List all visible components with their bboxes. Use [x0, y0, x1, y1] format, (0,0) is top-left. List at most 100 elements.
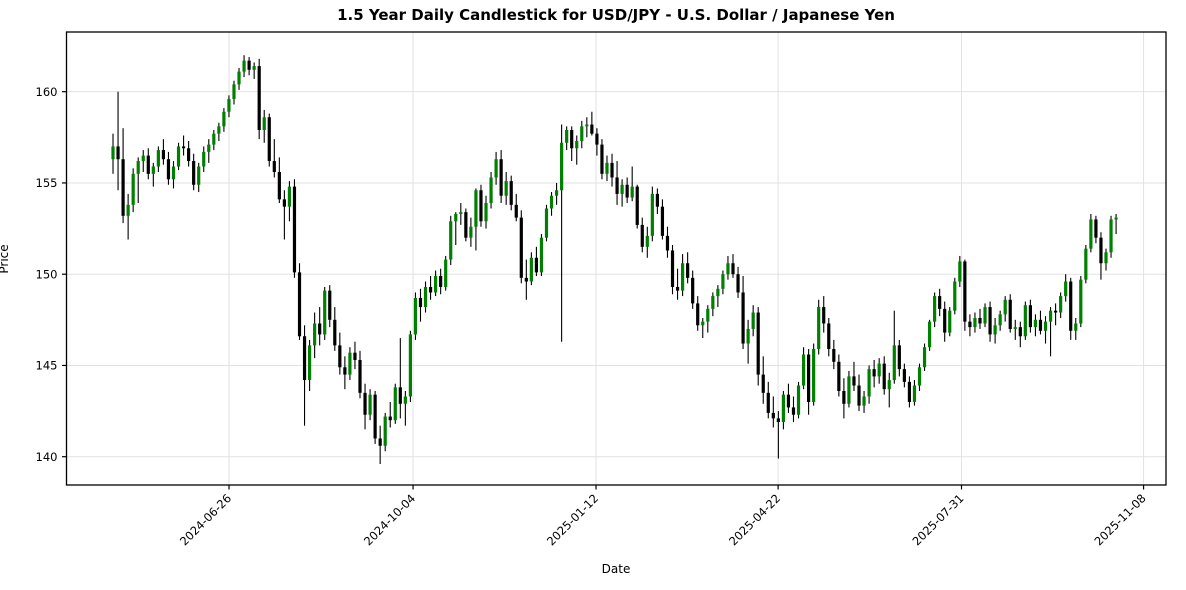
candle-body-down	[691, 277, 695, 304]
candle-body-down	[267, 117, 271, 162]
candle-body-down	[807, 354, 811, 402]
candle-body-up	[701, 321, 705, 326]
candle-body-up	[454, 213, 458, 222]
candle-body-down	[570, 130, 574, 149]
candle-body-down	[741, 292, 745, 344]
candle-body-up	[227, 98, 231, 112]
candle-body-down	[872, 369, 876, 377]
candle-body-down	[943, 308, 947, 333]
candle-body-up	[847, 376, 851, 404]
candle-body-down	[146, 155, 150, 174]
candle-body-up	[575, 140, 579, 149]
candle-body-up	[504, 181, 508, 196]
candle-body-up	[620, 184, 624, 194]
x-tick-label: 2024-10-04	[361, 491, 418, 548]
candle-body-down	[1094, 219, 1098, 238]
candle-body-up	[151, 166, 155, 174]
candle-body-down	[272, 161, 276, 172]
candle-body-up	[812, 349, 816, 402]
candle-body-up	[176, 146, 181, 167]
candle-body-down	[292, 186, 297, 273]
candle-body-down	[328, 290, 332, 320]
candle-body-down	[1008, 299, 1012, 329]
candle-body-down	[761, 374, 765, 393]
candle-body-up	[560, 142, 564, 191]
candle-body-down	[766, 392, 770, 413]
candle-body-up	[202, 151, 206, 167]
candle-body-down	[731, 263, 735, 275]
candle-body-down	[736, 274, 740, 293]
candle-body-up	[171, 166, 176, 180]
candle-body-down	[786, 394, 791, 408]
candle-body-down	[161, 150, 166, 160]
candle-body-up	[887, 380, 891, 390]
y-tick-label: 140	[36, 450, 58, 464]
candle-body-up	[544, 208, 549, 238]
candle-body-down	[318, 323, 322, 335]
candle-body-up	[973, 317, 977, 328]
candle-body-down	[686, 263, 690, 278]
candle-body-down	[1053, 310, 1058, 313]
candle-body-up	[1003, 299, 1007, 315]
candle-body-up	[368, 394, 372, 415]
candle-body-up	[403, 396, 407, 404]
candle-body-down	[302, 336, 307, 381]
candle-body-up	[232, 84, 236, 99]
candle-body-up	[323, 290, 327, 335]
candle-body-down	[277, 171, 281, 200]
candle-body-down	[978, 317, 982, 324]
candle-body-up	[862, 396, 866, 406]
candle-body-down	[166, 159, 171, 180]
candle-body-up	[630, 186, 634, 198]
candle-body-down	[1018, 327, 1022, 337]
candle-body-up	[1059, 296, 1063, 313]
candle-body-down	[358, 359, 362, 393]
candle-body-down	[439, 276, 443, 287]
candle-body-down	[655, 193, 659, 207]
candle-body-down	[902, 369, 906, 382]
candle-body-down	[771, 412, 775, 419]
candle-body-down	[192, 161, 196, 185]
candle-body-up	[237, 71, 241, 85]
candle-body-down	[938, 296, 942, 309]
candle-body-up	[721, 274, 725, 289]
candle-body-up	[1033, 319, 1038, 328]
candle-body-up	[469, 226, 473, 238]
candle-body-down	[660, 206, 665, 236]
candle-body-up	[449, 221, 453, 260]
candle-body-up	[434, 276, 438, 293]
candle-body-up	[706, 308, 710, 322]
candle-body-up	[252, 66, 256, 70]
candle-body-up	[1089, 219, 1093, 249]
candle-body-down	[116, 146, 120, 160]
candle-body-up	[423, 286, 428, 308]
candle-body-up	[983, 307, 987, 324]
candle-body-down	[464, 212, 468, 238]
candle-body-up	[958, 261, 962, 282]
candle-body-up	[141, 155, 145, 162]
candle-body-up	[948, 310, 952, 333]
candle-body-up	[212, 133, 216, 145]
y-tick-label: 160	[36, 85, 58, 99]
candle-body-down	[756, 312, 760, 375]
candle-body-up	[539, 237, 544, 273]
candle-body-up	[484, 203, 488, 222]
candle-body-up	[998, 314, 1002, 326]
candle-body-up	[459, 212, 463, 214]
candle-body-up	[262, 117, 266, 131]
candle-body-up	[877, 363, 881, 377]
candle-body-down	[776, 418, 780, 423]
candle-body-up	[1023, 305, 1027, 337]
candle-body-up	[1048, 310, 1053, 322]
candle-body-down	[897, 345, 901, 370]
candle-body-up	[242, 60, 246, 72]
candle-body-up	[867, 369, 871, 397]
candle-body-up	[1064, 281, 1068, 297]
candle-body-up	[111, 146, 115, 160]
candle-body-down	[534, 257, 539, 273]
candle-body-up	[650, 193, 654, 236]
candle-body-up	[711, 296, 715, 309]
candle-body-down	[247, 60, 251, 70]
candle-body-up	[892, 345, 896, 381]
